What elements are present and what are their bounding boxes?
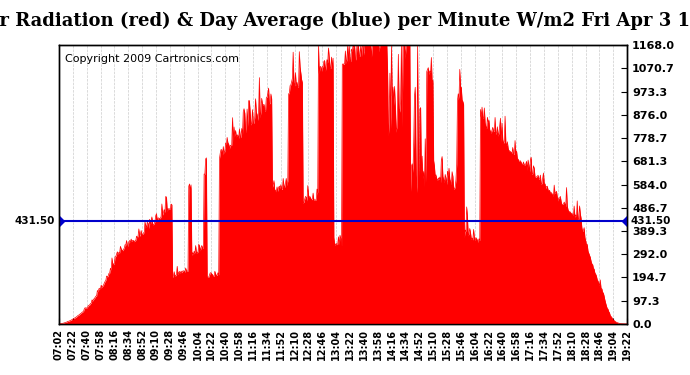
Text: Copyright 2009 Cartronics.com: Copyright 2009 Cartronics.com [65,54,239,64]
Text: 431.50: 431.50 [631,216,671,226]
Text: Solar Radiation (red) & Day Average (blue) per Minute W/m2 Fri Apr 3 19:23: Solar Radiation (red) & Day Average (blu… [0,11,690,30]
Text: 431.50: 431.50 [14,216,55,226]
